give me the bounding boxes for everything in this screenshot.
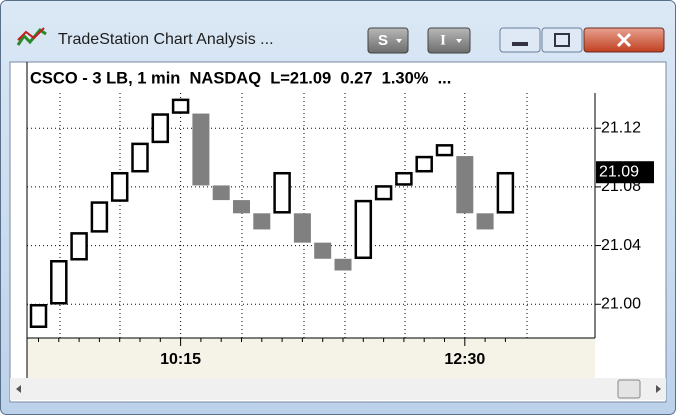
x-tick-label: 12:30: [444, 351, 485, 368]
app-icon: [17, 27, 45, 41]
minimize-button[interactable]: [499, 27, 541, 53]
up-brick: [354, 199, 373, 260]
last-price-badge: [596, 161, 654, 184]
up-brick: [131, 142, 149, 173]
up-brick: [415, 155, 433, 173]
down-brick: [334, 258, 352, 271]
up-brick: [435, 144, 454, 157]
y-tick-label: 21.12: [601, 119, 641, 136]
up-brick: [171, 98, 190, 114]
up-brick: [90, 201, 109, 233]
down-brick: [233, 200, 250, 214]
x-axis-strip: [27, 338, 595, 378]
up-brick: [110, 171, 129, 202]
y-tick-label: 21.04: [601, 237, 641, 254]
down-brick: [476, 213, 494, 230]
down-brick: [293, 213, 311, 243]
window-title: TradeStation Chart Analysis ...: [58, 31, 274, 48]
up-brick: [29, 304, 48, 328]
up-brick: [50, 259, 68, 305]
up-brick: [496, 171, 515, 214]
x-tick-label: 10:15: [160, 351, 201, 368]
scroll-left[interactable]: [16, 385, 21, 393]
y-tick-label: 21.00: [601, 295, 641, 312]
maximize-button[interactable]: [541, 27, 583, 53]
close-button[interactable]: [583, 27, 665, 53]
down-brick: [456, 156, 474, 214]
up-brick: [395, 171, 413, 186]
down-brick: [212, 185, 230, 201]
last-price-label: 21.09: [599, 163, 639, 180]
scrollbar[interactable]: [10, 378, 666, 400]
up-brick: [70, 232, 88, 261]
down-brick: [192, 113, 210, 186]
i-button[interactable]: I: [427, 27, 471, 54]
up-brick: [273, 171, 291, 214]
chart-header: CSCO - 3 LB, 1 min NASDAQ L=21.09 0.27 1…: [30, 69, 451, 87]
scroll-right[interactable]: [656, 385, 661, 393]
up-brick: [151, 113, 170, 144]
down-brick: [253, 213, 271, 230]
scroll-thumb[interactable]: [617, 379, 641, 399]
button-label[interactable]: I: [440, 32, 446, 48]
button-label[interactable]: S: [378, 32, 388, 49]
up-brick: [374, 185, 393, 201]
s-button[interactable]: S: [367, 27, 409, 54]
down-brick: [314, 242, 332, 259]
